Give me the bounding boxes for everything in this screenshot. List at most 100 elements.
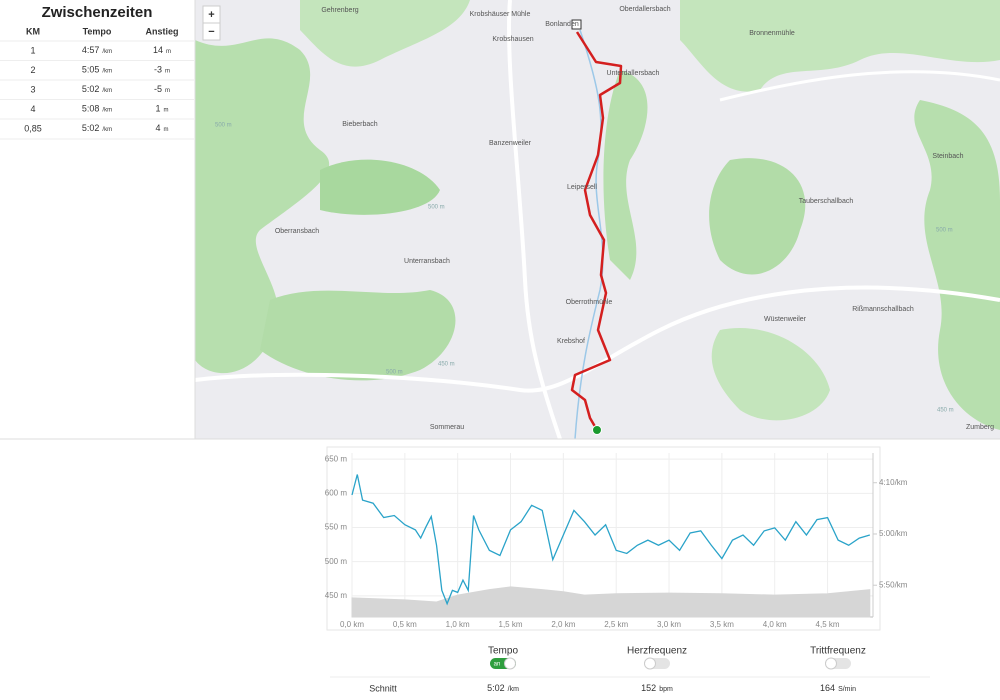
summary-unit: S/min bbox=[838, 686, 856, 693]
forest bbox=[320, 159, 440, 215]
place-label: Zumberg bbox=[966, 424, 994, 431]
y-tick-label: 450 m bbox=[325, 591, 348, 600]
y-tick-label: 600 m bbox=[325, 488, 348, 497]
split-climb: -3 m bbox=[154, 65, 170, 75]
summary-unit: bpm bbox=[659, 686, 673, 693]
place-label: Rißmannschallbach bbox=[852, 306, 914, 313]
place-label: Bonlanden bbox=[545, 21, 579, 28]
column-header: Anstieg bbox=[145, 26, 178, 36]
y-tick-label: 500 m bbox=[325, 557, 348, 566]
place-label: Unterdallersbach bbox=[607, 70, 660, 77]
summary-unit: /km bbox=[508, 686, 519, 693]
split-climb: 14 m bbox=[153, 45, 171, 55]
splits-panel bbox=[0, 0, 195, 439]
toggle-label[interactable]: Trittfrequenz bbox=[810, 646, 866, 657]
pace-unit: /km bbox=[102, 127, 112, 133]
x-tick-label: 1,0 km bbox=[446, 620, 470, 629]
column-header: KM bbox=[26, 26, 40, 36]
summary-value: 164 S/min bbox=[820, 683, 856, 693]
summary-label: Schnitt bbox=[369, 683, 397, 693]
forest bbox=[709, 158, 806, 275]
x-tick-label: 0,0 km bbox=[340, 620, 364, 629]
place-label: Steinbach bbox=[932, 153, 963, 160]
pace-value: 5:02 bbox=[82, 84, 100, 94]
pace-value: 5:08 bbox=[82, 104, 100, 114]
forest bbox=[711, 328, 830, 421]
place-label: Banzenweiler bbox=[489, 140, 532, 147]
pace-line bbox=[351, 474, 871, 606]
split-pace: 5:02/km bbox=[82, 123, 112, 133]
split-pace: 5:02/km bbox=[82, 84, 112, 94]
route bbox=[570, 31, 623, 431]
x-tick-label: 2,0 km bbox=[551, 620, 575, 629]
place-label: Oberransbach bbox=[275, 228, 319, 235]
forest bbox=[603, 70, 648, 280]
place-label: Gehrenberg bbox=[321, 7, 358, 14]
pace-unit: /km bbox=[102, 49, 112, 55]
forest bbox=[260, 290, 456, 381]
place-label: Krebshof bbox=[557, 338, 585, 345]
x-tick-label: 3,0 km bbox=[657, 620, 681, 629]
pace-value: 5:02 bbox=[82, 123, 100, 133]
road bbox=[719, 70, 1000, 102]
forest bbox=[680, 0, 1000, 92]
pace-value: 5:05 bbox=[82, 65, 100, 75]
zoom-button[interactable] bbox=[202, 22, 221, 41]
contour-label: 450 m bbox=[937, 408, 954, 414]
place-label: Leipersell bbox=[567, 184, 597, 191]
y2-tick-label: 4:10/km bbox=[879, 478, 908, 487]
place-label: Bronnenmühle bbox=[749, 30, 795, 37]
split-km: 0,85 bbox=[24, 123, 42, 133]
map[interactable] bbox=[194, 0, 1000, 440]
contour-label: 450 m bbox=[438, 362, 455, 368]
climb-unit: m bbox=[164, 107, 169, 113]
place-label: Oberrothmühle bbox=[566, 299, 613, 306]
toggle-label[interactable]: Herzfrequenz bbox=[627, 646, 687, 657]
river bbox=[574, 29, 604, 440]
y-tick-label: 550 m bbox=[325, 523, 348, 532]
place-label: Tauberschallbach bbox=[799, 198, 854, 205]
x-tick-label: 4,0 km bbox=[763, 620, 787, 629]
zoom-label[interactable]: + bbox=[208, 9, 214, 21]
place-label: Krobshausen bbox=[492, 36, 533, 43]
climb-unit: m bbox=[164, 127, 169, 133]
split-km: 4 bbox=[30, 104, 35, 114]
toggle-state[interactable]: an bbox=[494, 662, 501, 668]
x-tick-label: 0,5 km bbox=[393, 620, 417, 629]
column-header: Tempo bbox=[83, 26, 112, 36]
place-label: Oberdallersbach bbox=[619, 6, 670, 13]
toggle-knob[interactable] bbox=[504, 657, 516, 670]
route-start bbox=[592, 425, 602, 435]
contour-label: 500 m bbox=[215, 123, 232, 129]
place-label: Wüstenweiler bbox=[764, 316, 807, 323]
toggle-knob[interactable] bbox=[644, 657, 656, 670]
summary-number: 5:02 bbox=[487, 683, 505, 693]
toggle-label[interactable]: Tempo bbox=[488, 646, 518, 657]
y2-tick-label: 5:00/km bbox=[879, 529, 908, 538]
x-tick-label: 2,5 km bbox=[604, 620, 628, 629]
summary-number: 152 bbox=[641, 683, 656, 693]
summary-number: 164 bbox=[820, 683, 835, 693]
y-tick-label: 650 m bbox=[325, 454, 348, 463]
toggle-knob[interactable] bbox=[825, 657, 837, 670]
forest bbox=[195, 38, 330, 374]
pace-unit: /km bbox=[102, 88, 112, 94]
road bbox=[507, 0, 562, 440]
zoom-label[interactable]: − bbox=[208, 26, 214, 38]
climb-value: -3 bbox=[154, 65, 162, 75]
contour-label: 500 m bbox=[386, 370, 403, 376]
split-pace: 4:57/km bbox=[82, 45, 112, 55]
elevation-area bbox=[351, 586, 871, 618]
climb-unit: m bbox=[165, 68, 170, 74]
x-tick-label: 1,5 km bbox=[499, 620, 523, 629]
climb-unit: m bbox=[165, 88, 170, 94]
climb-value: -5 bbox=[154, 84, 162, 94]
split-km: 2 bbox=[30, 65, 35, 75]
climb-value: 1 bbox=[155, 104, 160, 114]
split-climb: -5 m bbox=[154, 84, 170, 94]
split-pace: 5:08/km bbox=[82, 104, 112, 114]
